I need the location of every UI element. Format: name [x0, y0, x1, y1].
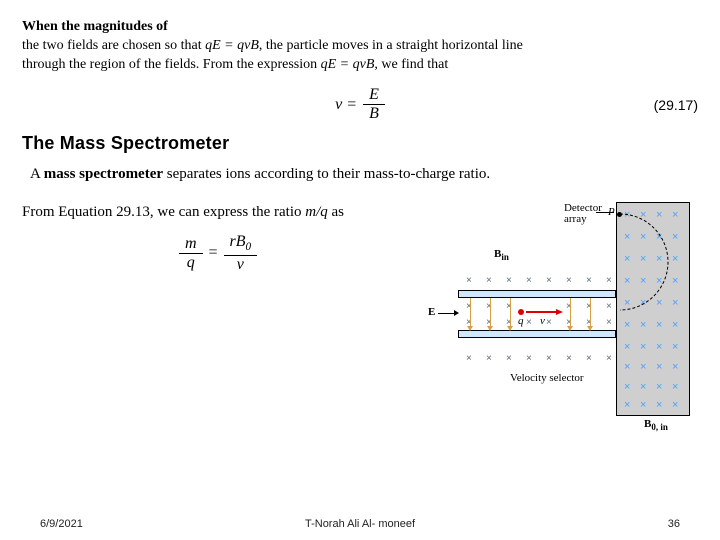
- label-E: E: [428, 306, 435, 318]
- v-arrow-head: [556, 309, 563, 315]
- equation-m-over-q: m q = rB0 v: [22, 234, 414, 272]
- line-2: the two fields are chosen so that qE = q…: [22, 37, 698, 56]
- eq2-left-frac: m q: [179, 236, 203, 271]
- line-3: through the region of the fields. From t…: [22, 56, 698, 75]
- lower-plate: [458, 330, 616, 338]
- detector-label-2: array: [564, 213, 587, 225]
- right-column: ×××× ×××× ×××× ×××× ×××× ×××× ×××× ×××× …: [414, 202, 698, 422]
- paragraph-1: When the magnitudes of the two fields ar…: [22, 18, 698, 75]
- p3a: From Equation 29.13, we can express the …: [22, 204, 305, 220]
- equation-29-17: v = E B (29.17): [22, 85, 698, 125]
- footer-date: 6/9/2021: [40, 518, 83, 530]
- eq1-tag: (29.17): [654, 97, 698, 113]
- footer-author: T-Norah Ali Al- moneef: [0, 518, 720, 530]
- eq1-num: E: [363, 87, 385, 105]
- eq1-den: B: [363, 105, 385, 122]
- l2c: , the particle moves in a straight horiz…: [259, 38, 523, 53]
- l2a: the two fields are chosen so that: [22, 38, 205, 53]
- eq2-rn-sub: 0: [246, 241, 252, 253]
- e-arrow-head: [454, 310, 459, 316]
- paragraph-2: A mass spectrometer separates ions accor…: [30, 164, 698, 184]
- eq2-right-frac: rB0 v: [224, 234, 258, 272]
- l3a: through the region of the fields. From t…: [22, 57, 321, 72]
- eq2-rd: v: [231, 256, 250, 273]
- eq2-rn: rB0: [224, 234, 258, 255]
- eq2-ld: q: [181, 254, 201, 271]
- l3c: , we find that: [374, 57, 448, 72]
- slide-footer: 6/9/2021 T-Norah Ali Al- moneef 36: [0, 518, 720, 530]
- p3c: as: [328, 204, 344, 220]
- footer-page-number: 36: [668, 518, 680, 530]
- label-q: q: [518, 315, 524, 327]
- p2a: A: [30, 166, 44, 182]
- eq2-ln: m: [179, 236, 203, 254]
- label-P: P: [608, 206, 615, 218]
- upper-plate: [458, 290, 616, 298]
- left-column: From Equation 29.13, we can express the …: [22, 202, 414, 273]
- heading-mass-spectrometer: The Mass Spectrometer: [22, 133, 698, 154]
- eq2-eq: =: [203, 244, 224, 262]
- ion-path: [616, 210, 688, 318]
- p3b: m/q: [305, 204, 328, 220]
- eq2-rn-text: rB: [230, 233, 246, 250]
- l3b: qE = qvB: [321, 57, 375, 72]
- eq1-lhs: v =: [335, 96, 357, 114]
- l2b: qE = qvB: [205, 38, 259, 53]
- label-v: v: [540, 315, 545, 327]
- p2b: mass spectrometer: [44, 166, 163, 182]
- p2c: separates ions according to their mass-t…: [163, 166, 490, 182]
- v-arrow-shaft: [526, 311, 556, 313]
- line-1: When the magnitudes of: [22, 18, 698, 37]
- label-Bin: Bin: [494, 248, 509, 262]
- eq1-frac: E B: [363, 87, 385, 122]
- label-velocity-selector: Velocity selector: [510, 372, 584, 384]
- label-B0in: B0, in: [644, 418, 668, 432]
- mass-spectrometer-diagram: ×××× ×××× ×××× ×××× ×××× ×××× ×××× ×××× …: [418, 202, 698, 422]
- paragraph-3: From Equation 29.13, we can express the …: [22, 202, 414, 222]
